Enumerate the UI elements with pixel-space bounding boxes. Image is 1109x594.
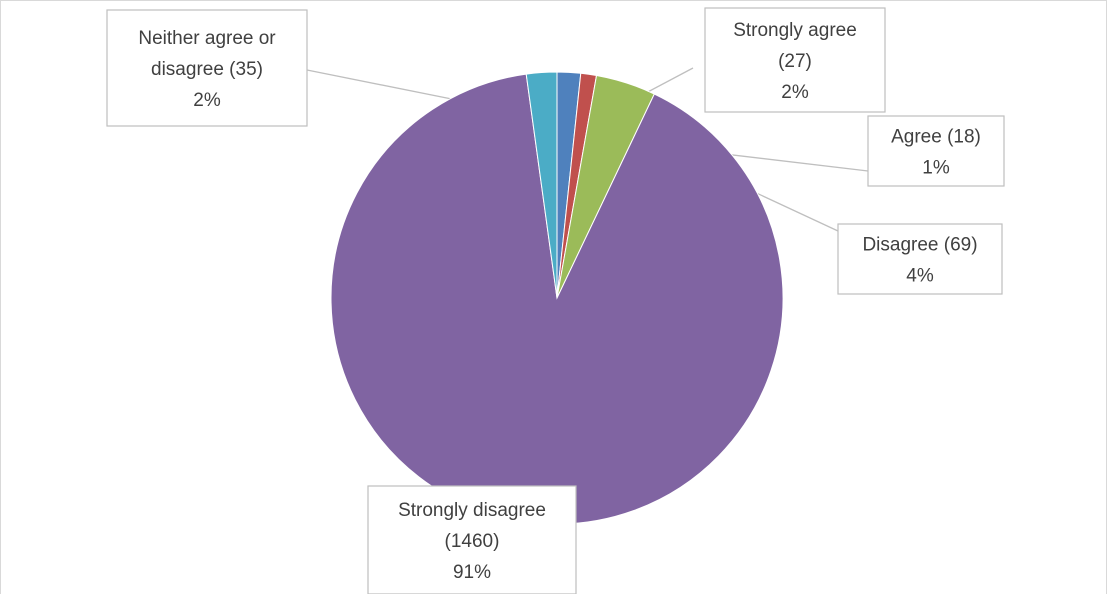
data-label-line: 2% <box>193 90 221 111</box>
data-labels: Strongly agree (27) 2% Agree (18) 1% Disagree… <box>106 7 1005 594</box>
callout-box <box>704 7 886 113</box>
callout-box <box>367 485 577 594</box>
data-label-line: 2% <box>781 82 809 103</box>
callout-strongly-agree: Strongly agree (27) 2% <box>704 7 886 113</box>
pie-slice-neither-agree-or-disagree <box>525 71 558 299</box>
data-label-line: 91% <box>453 562 491 583</box>
data-label-line: Disagree (69) <box>862 234 977 255</box>
data-label-line: Strongly disagree <box>398 500 546 521</box>
pie-slices <box>330 71 784 525</box>
callout-box <box>106 9 308 127</box>
data-label-line: disagree (35) <box>151 59 263 80</box>
data-label-line: (27) <box>778 51 812 72</box>
callout-disagree: Disagree (69) 4% <box>837 223 1003 295</box>
data-label-line: Agree (18) <box>891 126 981 147</box>
callout-box <box>837 223 1003 295</box>
data-label-line: Neither agree or <box>138 28 276 49</box>
callout-agree: Agree (18) 1% <box>867 115 1005 187</box>
data-label-line: (1460) <box>445 531 500 552</box>
callout-box <box>867 115 1005 187</box>
data-label-line: 4% <box>906 265 934 286</box>
callout-neither: Neither agree or disagree (35) 2% <box>106 9 308 127</box>
data-label-line: Strongly agree <box>733 20 857 41</box>
data-label-line: 1% <box>922 157 950 178</box>
callout-strongly-disagree: Strongly disagree (1460) 91% <box>367 485 577 594</box>
